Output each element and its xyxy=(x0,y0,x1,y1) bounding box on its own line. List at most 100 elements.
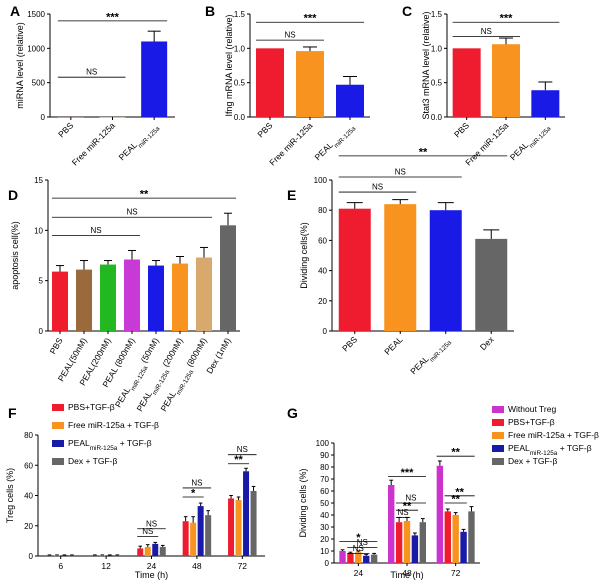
x-tick-label-sub: miR-125a xyxy=(175,368,195,396)
legend-entry-sub: miR-125a xyxy=(530,450,558,457)
y-tick-label: 60 xyxy=(318,236,327,245)
legend-swatch xyxy=(492,419,504,426)
bar xyxy=(46,555,53,557)
x-tick-label-sub: miR-125a xyxy=(137,125,162,150)
bar xyxy=(250,490,257,556)
x-tick-label-main: PBS xyxy=(255,120,274,139)
bar xyxy=(144,546,151,556)
significance-label: NS xyxy=(372,183,383,192)
y-tick-label: 50 xyxy=(320,499,329,508)
y-tick-label: 0 xyxy=(323,327,328,336)
bar xyxy=(531,90,560,117)
legend-entry-main: PEAL xyxy=(68,438,90,448)
significance-label: NS xyxy=(395,167,406,176)
y-tick-label: 40 xyxy=(318,267,327,276)
significance-label: *** xyxy=(106,11,120,23)
bar xyxy=(124,259,140,331)
bar xyxy=(159,546,166,556)
y-tick-label: 40 xyxy=(24,492,33,501)
significance-label: ** xyxy=(451,494,460,506)
panel-label: B xyxy=(205,3,215,19)
bar xyxy=(228,498,235,556)
y-tick-label: 0.0 xyxy=(431,113,443,122)
bar xyxy=(419,522,426,563)
x-tick-label-tail: (800nM) xyxy=(183,336,209,371)
legend-swatch xyxy=(492,458,504,465)
x-tick-label: 24 xyxy=(354,568,364,578)
x-tick-label: PEALmiR-125a xyxy=(117,120,162,165)
x-tick-label: 24 xyxy=(147,561,157,571)
y-tick-label: 5 xyxy=(39,277,44,286)
legend-entry: PEALmiR-125a + TGF-β xyxy=(68,438,152,452)
significance-label: NS xyxy=(353,544,364,553)
x-tick-label: Dex (1nM) xyxy=(204,336,233,376)
bar xyxy=(137,548,144,556)
legend-entry: Dex + TGF-β xyxy=(508,456,557,466)
bar xyxy=(460,531,467,563)
legend-swatch xyxy=(492,406,504,413)
bar xyxy=(61,555,68,557)
y-tick-label: 1.0 xyxy=(431,44,443,53)
bar xyxy=(296,51,324,117)
bar xyxy=(492,44,520,117)
legend: PBS+TGF-β Free miR-125a + TGF-β PEALmiR-12… xyxy=(52,402,159,466)
panel-g: 0 10 20 30 40 50 60 70 80 90 100 G Dividing cells (%… xyxy=(287,404,599,580)
x-tick-label: 48 xyxy=(402,568,412,578)
bar xyxy=(468,511,475,563)
legend-entry-main: PBS+TGF-β xyxy=(508,417,555,427)
bar xyxy=(220,225,236,331)
bar xyxy=(363,555,370,563)
legend-entry-sub: miR-125a xyxy=(90,445,118,452)
y-tick-label: 1.0 xyxy=(234,44,246,53)
bar xyxy=(355,552,362,563)
x-tick-label: PEALmiR-125a xyxy=(508,120,553,165)
y-tick-label: 40 xyxy=(320,511,329,520)
bar xyxy=(141,41,168,117)
legend-entry: Dex + TGF-β xyxy=(68,456,117,466)
bar xyxy=(190,522,197,556)
x-tick-label: PBS xyxy=(48,336,65,356)
y-tick-label: 100 xyxy=(314,176,328,185)
panel-b: 0.0 0.5 1.0 1.5 B Ifng mRNA level (relative) P… xyxy=(205,3,370,167)
bar xyxy=(475,238,508,331)
legend-entry-main: PEAL xyxy=(508,443,530,453)
legend-entry-main: Free miR-125a + TGF-β xyxy=(68,420,159,430)
panel-label: A xyxy=(10,3,20,19)
x-tick-label: 72 xyxy=(238,561,248,571)
legend-entry-main: Without Treg xyxy=(508,404,556,414)
x-tick-label-sub: miR-125a xyxy=(528,125,553,150)
y-tick-label: 0.5 xyxy=(431,79,443,88)
y-tick-label: 10 xyxy=(320,547,329,556)
y-tick-label: 1.5 xyxy=(431,10,443,19)
legend-swatch xyxy=(52,404,64,411)
x-tick-label: PBS xyxy=(56,120,75,139)
y-tick-label: 60 xyxy=(320,487,329,496)
legend-entry: Free miR-125a + TGF-β xyxy=(68,420,159,430)
panel-e: 0 20 40 60 80 100 E Dividing cells(%) PBS PEALPEA… xyxy=(287,146,514,376)
x-tick-label-sub: miR-125a xyxy=(332,125,357,150)
significance-label: NS xyxy=(481,27,492,36)
y-tick-label: 80 xyxy=(24,431,33,440)
x-tick-label-main: Free miR-125a xyxy=(267,120,314,167)
significance-label: *** xyxy=(401,467,415,479)
significance-label: * xyxy=(191,488,196,500)
significance-label: NS xyxy=(146,519,157,528)
y-tick-label: 20 xyxy=(318,297,327,306)
significance-label: NS xyxy=(237,445,248,454)
y-tick-label: 90 xyxy=(320,451,329,460)
x-tick-label-main: Free miR-125a xyxy=(70,120,117,167)
bar xyxy=(53,555,60,557)
bar xyxy=(395,522,403,563)
panel-label: F xyxy=(8,405,17,421)
significance-label: *** xyxy=(500,13,514,25)
legend-swatch xyxy=(492,432,504,439)
bar xyxy=(243,471,250,556)
x-tick-label: Free miR-125a xyxy=(70,120,117,167)
x-tick-label-main: PEAL xyxy=(382,334,405,357)
y-tick-label: 70 xyxy=(320,475,329,484)
legend-entry: PBS+TGF-β xyxy=(68,402,115,412)
panel-label: C xyxy=(402,3,412,19)
y-tick-label: 1.5 xyxy=(234,10,246,19)
